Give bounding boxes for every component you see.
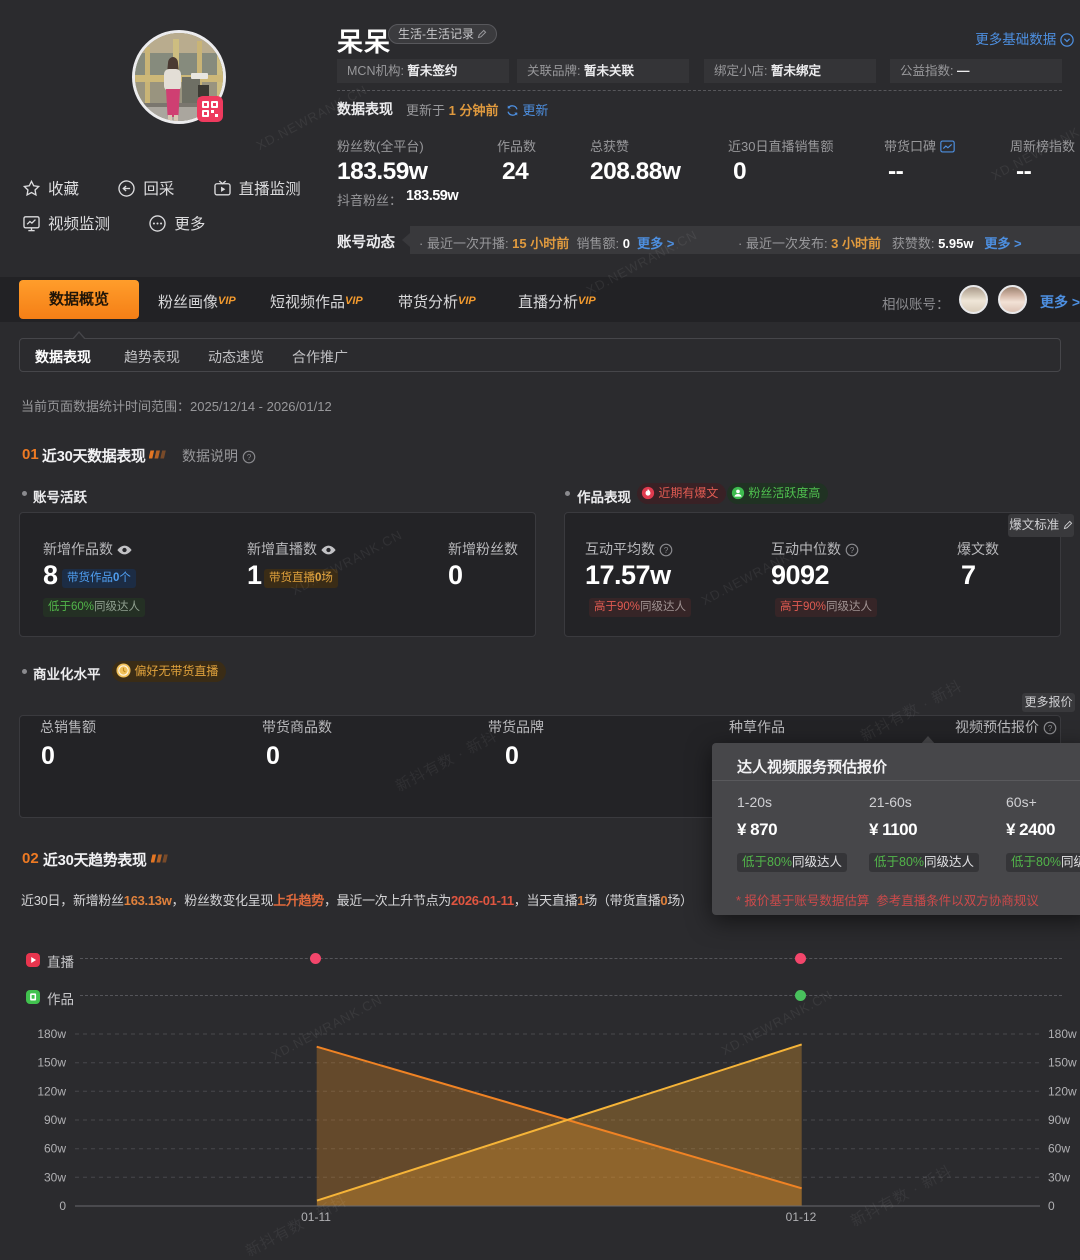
svg-text:60w: 60w: [44, 1142, 66, 1156]
svg-text:120w: 120w: [1048, 1084, 1077, 1098]
svg-text:?: ?: [247, 453, 252, 462]
svg-text:150w: 150w: [37, 1056, 66, 1070]
svg-text:?: ?: [664, 546, 669, 555]
svg-text:150w: 150w: [1048, 1056, 1077, 1070]
svg-text:0: 0: [1048, 1199, 1055, 1213]
svg-text:60w: 60w: [1048, 1142, 1070, 1156]
svg-text:?: ?: [1048, 724, 1053, 733]
svg-text:0: 0: [59, 1199, 66, 1213]
svg-text:01-12: 01-12: [786, 1210, 817, 1224]
svg-text:180w: 180w: [37, 1027, 66, 1041]
svg-text:01-11: 01-11: [301, 1210, 331, 1224]
svg-text:30w: 30w: [44, 1170, 66, 1184]
svg-text:180w: 180w: [1048, 1027, 1077, 1041]
svg-text:90w: 90w: [1048, 1113, 1070, 1127]
svg-text:30w: 30w: [1048, 1170, 1070, 1184]
svg-text:90w: 90w: [44, 1113, 66, 1127]
svg-text:120w: 120w: [37, 1084, 66, 1098]
svg-text:?: ?: [850, 546, 855, 555]
